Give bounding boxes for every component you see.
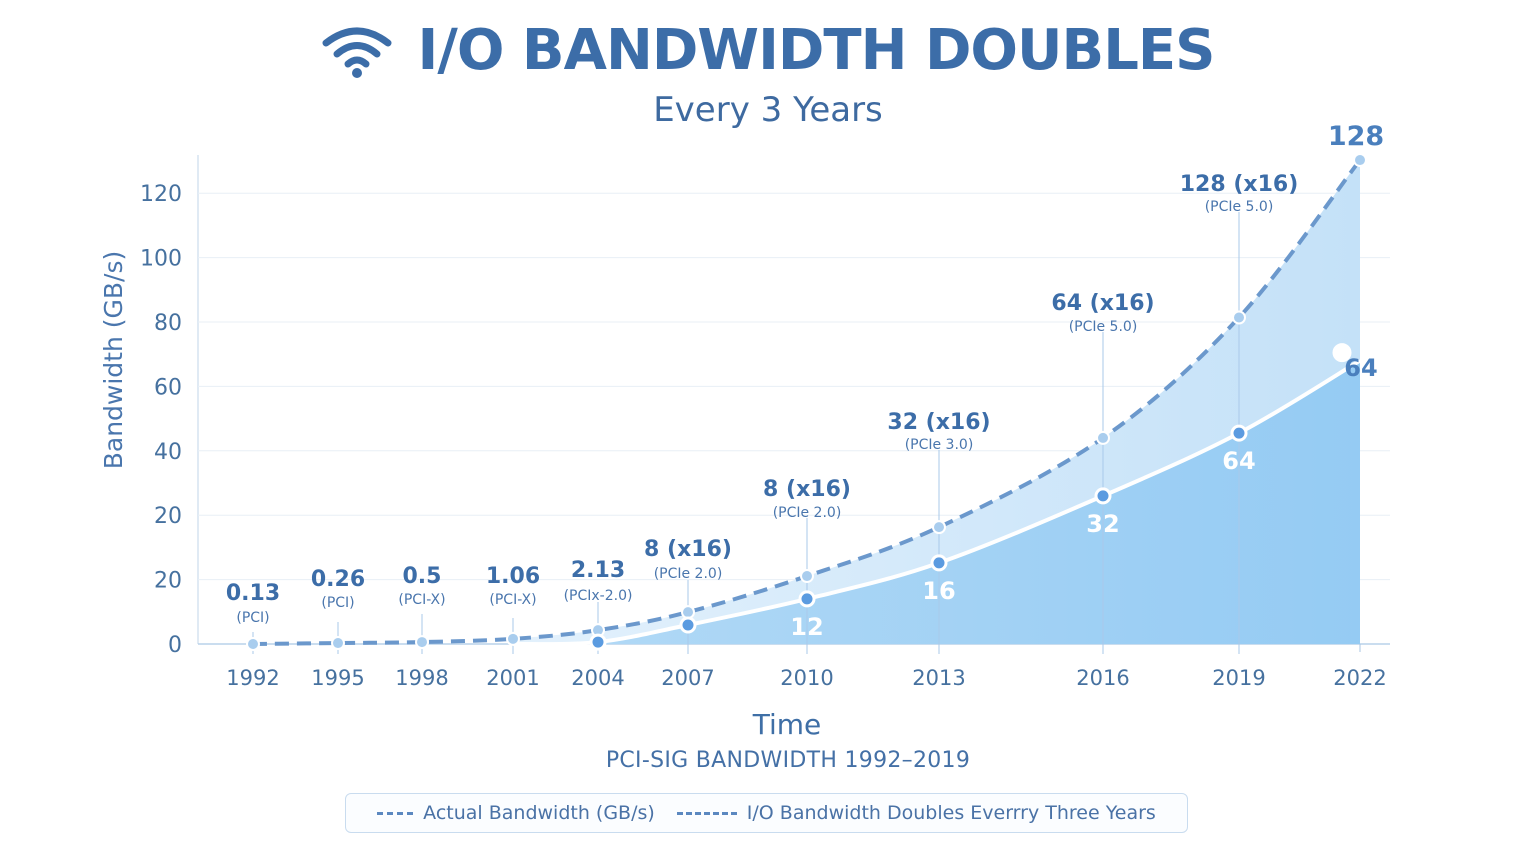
- inner-value-label: 64: [1222, 447, 1255, 475]
- y-tick-label: 120: [140, 182, 182, 207]
- y-tick-label: 20: [154, 569, 182, 594]
- data-point-doubling: [1353, 153, 1367, 168]
- annotation-value: 128 (x16): [1180, 172, 1299, 197]
- y-tick-label: 20: [154, 504, 182, 529]
- annotation-sub: (PCIe 5.0): [1069, 319, 1138, 335]
- data-point-actual: [930, 554, 948, 572]
- legend-label: Actual Bandwidth (GB/s): [423, 802, 655, 824]
- point-layer: [246, 153, 1367, 651]
- area-layer: [513, 160, 1360, 645]
- wifi-icon: [322, 27, 392, 78]
- x-tick-label: 1998: [395, 666, 448, 690]
- annotation-value: 2.13: [571, 558, 625, 583]
- data-point-actual: [589, 633, 607, 651]
- y-tick-label: 0: [168, 633, 182, 658]
- legend-item-doubling[interactable]: I/O Bandwidth Doubles Everrry Three Year…: [676, 802, 1156, 824]
- title-row: I/O BANDWIDTH DOUBLES: [0, 18, 1536, 83]
- chart-title: I/O BANDWIDTH DOUBLES: [417, 18, 1216, 83]
- data-point-actual: [798, 590, 816, 608]
- x-tick-label: 2019: [1212, 666, 1265, 690]
- x-axis-label: Time: [752, 708, 822, 741]
- chart-caption: PCI-SIG BANDWIDTH 1992–2019: [605, 748, 971, 773]
- annotation-value: 8 (x16): [644, 537, 732, 562]
- end-label-doubling: 128: [1328, 121, 1384, 152]
- x-tick-label: 2013: [912, 666, 965, 690]
- x-tick-label: 2016: [1076, 666, 1129, 690]
- annotation-value: 64 (x16): [1051, 291, 1154, 316]
- y-tick-label: 80: [154, 311, 182, 336]
- legend: Actual Bandwidth (GB/s) I/O Bandwidth Do…: [345, 793, 1188, 833]
- end-label-actual: 64: [1344, 354, 1377, 382]
- x-tick-label: 1992: [226, 666, 279, 690]
- annotation-sub: (PCI-X): [489, 592, 536, 608]
- legend-swatch-short-dash: [377, 811, 414, 815]
- y-tick-label: 60: [154, 375, 182, 400]
- annotation-value: 0.26: [311, 567, 365, 592]
- x-tick-label: 2004: [571, 666, 624, 690]
- inner-value-label: 16: [922, 577, 955, 605]
- data-point-doubling: [1232, 310, 1246, 325]
- data-point-doubling: [506, 631, 520, 646]
- inner-value-label: 12: [790, 613, 823, 641]
- annotation-value: 32 (x16): [887, 410, 990, 435]
- legend-label: I/O Bandwidth Doubles Everrry Three Year…: [746, 802, 1156, 824]
- x-tick-label: 2001: [486, 666, 539, 690]
- label-layer: 0.13 (PCI) 0.26 (PCI) 0.5 (PCI-X) 1.06 (PCI-X) 2…: [226, 121, 1384, 641]
- data-point-doubling: [331, 636, 345, 651]
- series-line-actual-bandwidth: [512, 358, 1362, 647]
- annotation-value: 1.06: [486, 564, 540, 589]
- annotation-value: 0.5: [403, 564, 442, 589]
- annotation-sub: (PCIe 2.0): [773, 505, 842, 521]
- x-tick-label: 2010: [780, 666, 833, 690]
- chart-subtitle: Every 3 Years: [653, 90, 883, 130]
- y-axis-label: Bandwidth (GB/s): [99, 251, 128, 470]
- annotation-sub: (PCIe 3.0): [905, 437, 974, 453]
- y-tick-label: 100: [140, 247, 182, 272]
- legend-swatch-long-dash: [676, 811, 737, 815]
- data-point-doubling: [1096, 430, 1110, 445]
- annotation-sub: (PCIe 5.0): [1205, 199, 1274, 215]
- data-point-doubling: [415, 635, 429, 650]
- area-actual-bandwidth: [513, 360, 1360, 645]
- annotation-sub: (PCI-X): [398, 592, 445, 608]
- annotation-value: 8 (x16): [763, 477, 851, 502]
- chart-title-group: I/O BANDWIDTH DOUBLES: [322, 18, 1215, 83]
- legend-item-actual[interactable]: Actual Bandwidth (GB/s): [377, 802, 655, 824]
- annotation-value: 0.13: [226, 581, 280, 606]
- x-tick-label: 2022: [1333, 666, 1386, 690]
- data-point-doubling: [246, 637, 260, 651]
- data-point-doubling: [932, 520, 946, 535]
- data-point-actual: [1230, 424, 1248, 442]
- annotation-sub: (PCIe 2.0): [654, 566, 723, 582]
- annotation-sub: (PCIx-2.0): [564, 588, 633, 604]
- annotation-sub: (PCI): [236, 610, 269, 626]
- data-point-doubling: [681, 605, 695, 620]
- data-point-actual: [679, 616, 697, 634]
- x-tick-label: 2007: [661, 666, 714, 690]
- data-point-actual: [1332, 343, 1352, 363]
- x-tick-label: 1995: [311, 666, 364, 690]
- annotation-sub: (PCI): [321, 595, 354, 611]
- y-tick-label: 40: [154, 440, 182, 465]
- data-point-actual: [1094, 487, 1112, 505]
- inner-value-label: 32: [1086, 510, 1119, 538]
- data-point-doubling: [800, 569, 814, 584]
